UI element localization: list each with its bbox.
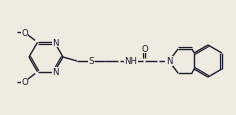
Text: S: S — [88, 57, 94, 66]
Text: NH: NH — [125, 57, 138, 66]
Text: N: N — [52, 68, 59, 77]
Text: N: N — [166, 57, 172, 66]
Text: O: O — [142, 44, 148, 53]
Text: O: O — [21, 29, 28, 37]
Text: O: O — [21, 78, 28, 86]
Text: N: N — [52, 38, 59, 47]
